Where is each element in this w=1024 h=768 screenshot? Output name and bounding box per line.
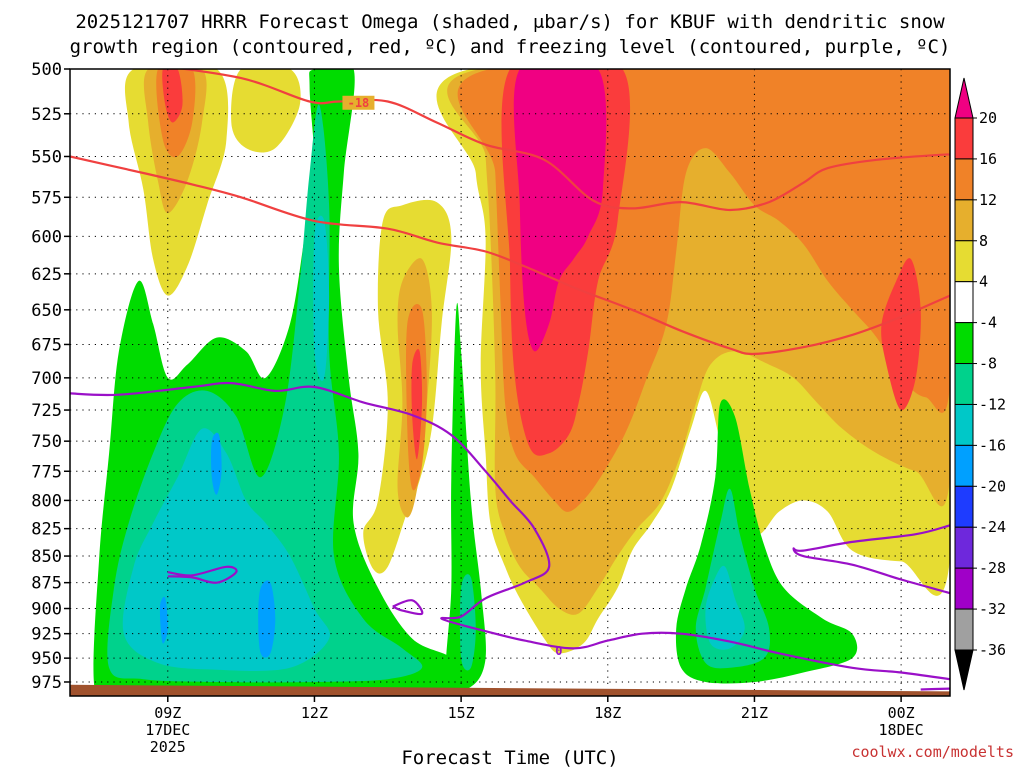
omega-16-20-right xyxy=(881,258,921,411)
x-tick-label-15-0: 15Z xyxy=(448,704,475,722)
omega-neg12-neg16-left xyxy=(122,428,330,671)
y-tick-label-850: 850 xyxy=(31,547,62,567)
colorbar-label--36: -36 xyxy=(979,641,1006,659)
colorbar-label-8: 8 xyxy=(979,232,988,250)
colorbar-label-12: 12 xyxy=(979,191,997,209)
dgz-lower-contour xyxy=(70,155,950,356)
omega-neg16-neg20-c xyxy=(159,596,168,644)
colorbar-swatch-gt-20 xyxy=(954,77,974,119)
plot-frame xyxy=(69,68,951,697)
omega-neg8-neg12-spike xyxy=(459,574,476,671)
dgz-upper-contour xyxy=(177,69,950,212)
y-tick-label-925: 925 xyxy=(31,625,62,645)
freezing-level-loop-2 xyxy=(792,524,950,595)
freezing-level-loop-3 xyxy=(920,687,950,691)
y-tick-label-575: 575 xyxy=(31,188,62,208)
y-tick-label-675: 675 xyxy=(31,335,62,355)
y-tick-label-625: 625 xyxy=(31,265,62,285)
colorbar-swatch-pos12_16 xyxy=(954,158,974,201)
x-tick-label-9-0: 09Z xyxy=(154,704,181,722)
freezing-level-contour xyxy=(70,381,950,681)
y-tick-label-700: 700 xyxy=(31,369,62,389)
colorbar-label--8: -8 xyxy=(979,355,997,373)
y-tick-label-975: 975 xyxy=(31,673,62,693)
colorbar-swatch-pos8_12 xyxy=(954,199,974,242)
x-tick-label-21-0: 21Z xyxy=(741,704,768,722)
colorbar-swatch-neg16_neg12 xyxy=(954,403,974,446)
y-tick-label-950: 950 xyxy=(31,649,62,669)
y-tick-label-725: 725 xyxy=(31,401,62,421)
y-tick-label-650: 650 xyxy=(31,301,62,321)
colorbar-label-4: 4 xyxy=(979,273,988,291)
omega-4-8-left-column-b xyxy=(231,69,301,153)
omega-neg12-neg16-upper xyxy=(313,215,330,381)
y-tick-label-750: 750 xyxy=(31,432,62,452)
colorbar-label--20: -20 xyxy=(979,477,1006,495)
colorbar: 20 16 12 8 4 -4 -8 -12 -16 -20 -24 -28 -32 -36 xyxy=(954,77,1006,691)
colorbar-swatch-neg4_4 xyxy=(954,281,974,324)
contour-lines: -18 0 xyxy=(70,69,950,691)
colorbar-swatch-neg12_neg8 xyxy=(954,363,974,405)
colorbar-label-20: 20 xyxy=(979,109,997,127)
x-tick-label-9-2: 2025 xyxy=(150,738,186,756)
y-tick-label-550: 550 xyxy=(31,147,62,167)
colorbar-label--16: -16 xyxy=(979,436,1006,454)
y-tick-label-875: 875 xyxy=(31,574,62,594)
colorbar-swatch-neg32_neg28 xyxy=(954,567,974,610)
colorbar-label--28: -28 xyxy=(979,559,1006,577)
x-tick-label-9-1: 17DEC xyxy=(145,721,190,739)
terrain-fill xyxy=(70,684,950,696)
colorbar-swatch-neg28_neg24 xyxy=(954,526,974,569)
colorbar-swatch-neg8_neg4 xyxy=(954,322,974,365)
colorbar-swatch-lt-neg36 xyxy=(954,649,974,691)
colorbar-label--24: -24 xyxy=(979,518,1006,536)
colorbar-label--4: -4 xyxy=(979,314,997,332)
colorbar-label-16: 16 xyxy=(979,150,997,168)
colorbar-label--32: -32 xyxy=(979,600,1006,618)
omega-neg16-neg20-a xyxy=(211,432,222,495)
axes: 500 525 550 575 600 625 650 675 700 725 750 775 800 8… xyxy=(31,60,923,756)
x-tick-label-12-0: 12Z xyxy=(301,704,328,722)
credit-text[interactable]: coolwx.com/modelts xyxy=(851,743,1014,761)
x-tick-label-18-0: 18Z xyxy=(594,704,621,722)
x-tick-label-24-0: 00Z xyxy=(888,704,915,722)
y-tick-label-525: 525 xyxy=(31,105,62,125)
dgz-label-bg xyxy=(342,95,375,110)
omega-shading xyxy=(86,69,950,696)
y-tick-label-600: 600 xyxy=(31,227,62,247)
omega-neg16-neg20-b xyxy=(258,580,276,658)
y-tick-label-900: 900 xyxy=(31,600,62,620)
x-axis-label: Forecast Time (UTC) xyxy=(401,747,618,768)
omega-neg12-neg16-right xyxy=(705,565,745,650)
y-tick-label-800: 800 xyxy=(31,491,62,511)
colorbar-label--12: -12 xyxy=(979,395,1006,413)
omega-16-20-mid xyxy=(411,349,423,460)
chart-title-line-1: 2025121707 HRRR Forecast Omega (shaded, … xyxy=(75,11,945,33)
y-tick-label-500: 500 xyxy=(31,60,62,80)
omega-20-plus-core xyxy=(513,69,607,352)
colorbar-swatch-neg20_neg16 xyxy=(954,444,974,487)
freezing-level-loop-1 xyxy=(392,599,424,616)
dgz-contour-label: -18 xyxy=(348,96,370,110)
colorbar-swatch-neg24_neg20 xyxy=(954,485,974,528)
colorbar-swatch-pos16_20 xyxy=(954,117,974,160)
terrain xyxy=(70,684,950,696)
colorbar-swatch-pos4_8 xyxy=(954,240,974,283)
freezing-level-loop-0 xyxy=(167,565,238,584)
x-tick-label-24-1: 18DEC xyxy=(879,721,924,739)
freezing-level-label: 0 xyxy=(555,644,562,658)
y-tick-label-775: 775 xyxy=(31,462,62,482)
colorbar-swatch-neg36_neg32 xyxy=(954,608,974,651)
chart-title-line-2: growth region (contoured, red, ºC) and f… xyxy=(70,36,951,58)
y-tick-label-825: 825 xyxy=(31,520,62,540)
omega-neg4-neg8-spike xyxy=(445,302,486,693)
